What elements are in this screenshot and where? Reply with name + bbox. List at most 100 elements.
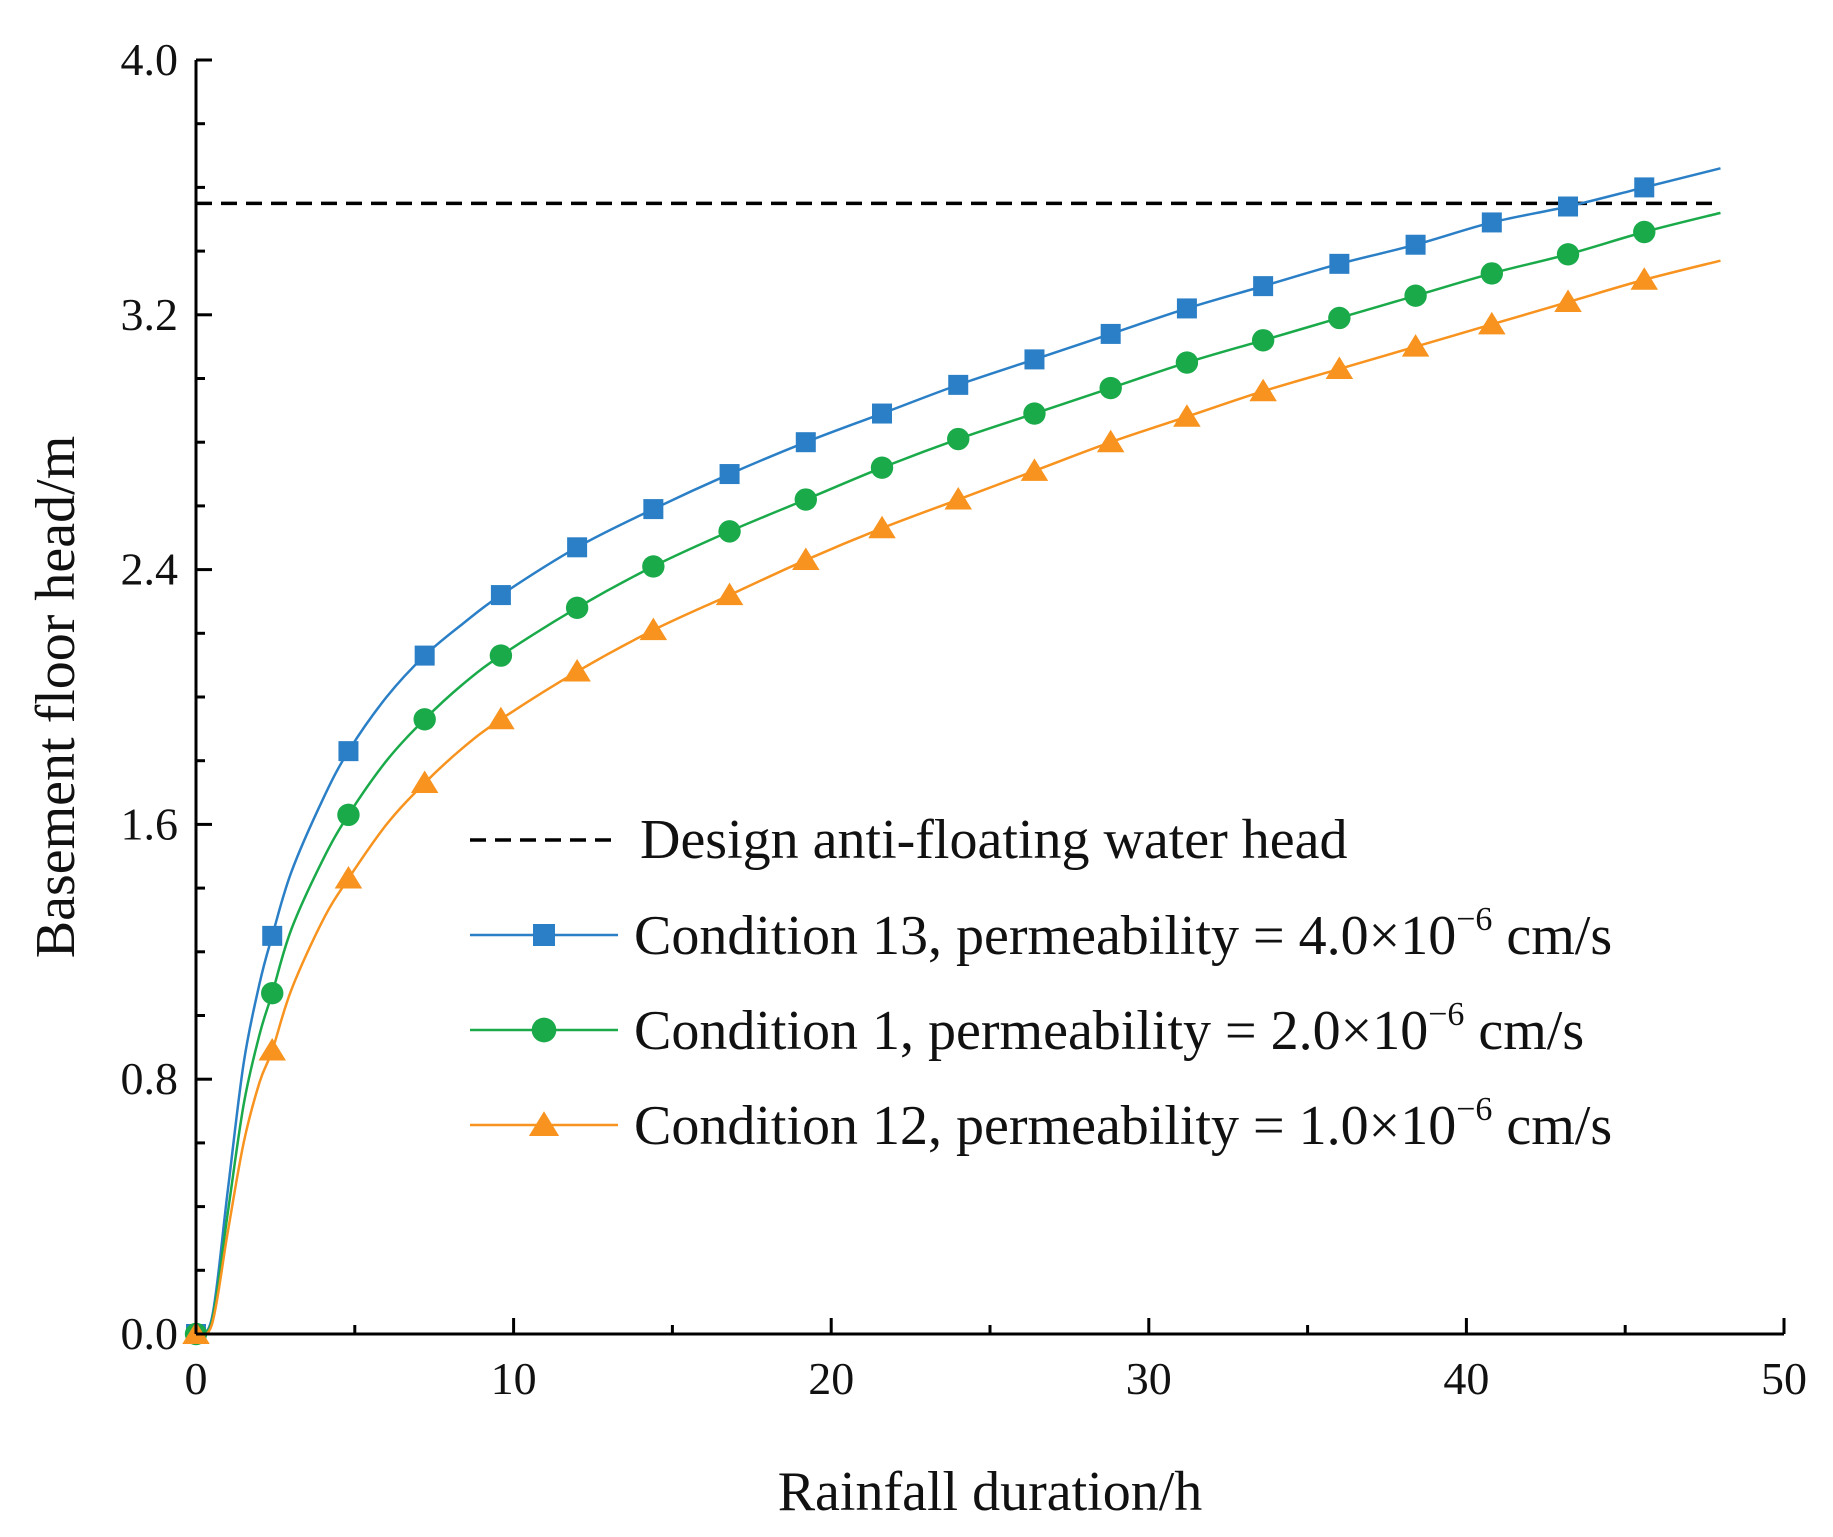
data-point — [261, 982, 284, 1005]
data-point — [1634, 177, 1655, 198]
x-tick-label: 50 — [1761, 1353, 1807, 1404]
data-point — [1024, 349, 1045, 370]
data-point — [719, 464, 740, 485]
data-point — [1630, 267, 1659, 290]
data-point — [947, 427, 970, 451]
data-point — [1556, 243, 1580, 266]
data-point — [1100, 323, 1121, 344]
data-point — [1096, 429, 1125, 453]
legend-label-exponent: −6 — [1456, 901, 1492, 938]
series-line — [195, 259, 1721, 1337]
y-tick-label: 4.0 — [121, 34, 179, 85]
x-axis-title: Rainfall duration/h — [778, 1461, 1203, 1523]
legend-label-unit: cm/s — [1464, 1000, 1584, 1062]
series-line — [195, 167, 1721, 1336]
data-point — [567, 537, 588, 558]
data-point — [489, 644, 513, 667]
data-point — [262, 925, 283, 946]
x-tick-label: 20 — [808, 1353, 854, 1404]
data-point — [565, 596, 589, 620]
data-point — [490, 585, 511, 606]
data-point — [1558, 196, 1579, 217]
legend-label-main: Condition 1, permeability = 2.0×10 — [634, 1000, 1428, 1062]
data-point — [410, 770, 439, 793]
y-axis-title: Basement floor head/m — [25, 436, 87, 959]
x-tick-label: 10 — [491, 1353, 537, 1404]
legend-label-exponent: −6 — [1428, 996, 1464, 1033]
legend-swatch-marker — [533, 924, 555, 946]
legend-label-unit: cm/s — [1492, 1095, 1612, 1157]
data-point — [1633, 220, 1656, 244]
data-point — [1251, 329, 1275, 352]
legend-series-entries: Condition 13, permeability = 4.0×10−6 cm… — [470, 901, 1612, 1157]
data-point — [715, 582, 744, 606]
series-triangle — [182, 259, 1721, 1344]
data-point — [1481, 212, 1502, 233]
series-circle — [184, 211, 1721, 1346]
data-point — [944, 487, 972, 510]
data-point — [1325, 356, 1354, 379]
data-point — [1404, 284, 1427, 307]
data-point — [1401, 334, 1430, 357]
data-point — [794, 488, 817, 511]
data-point — [1405, 234, 1426, 255]
series-layer — [182, 167, 1721, 1346]
y-tick-label: 0.0 — [121, 1308, 179, 1359]
series-square — [186, 167, 1721, 1344]
data-point — [1478, 311, 1506, 335]
data-point — [1328, 306, 1351, 330]
legend-entry: Condition 1, permeability = 2.0×10−6 cm/… — [470, 996, 1584, 1062]
data-point — [795, 432, 816, 453]
legend-swatch-marker — [528, 1111, 560, 1136]
data-point — [870, 456, 894, 479]
y-tick-label: 3.2 — [121, 289, 179, 340]
x-tick-label: 0 — [185, 1353, 208, 1404]
data-point — [718, 520, 741, 543]
data-point — [337, 803, 360, 827]
legend-label-unit: cm/s — [1492, 905, 1612, 967]
data-point — [643, 499, 664, 520]
legend-swatch-marker — [531, 1017, 557, 1043]
data-point — [1175, 351, 1199, 374]
data-point — [872, 403, 893, 424]
data-point — [868, 515, 896, 539]
legend-label: Condition 1, permeability = 2.0×10−6 cm/… — [634, 996, 1584, 1062]
data-point — [414, 645, 435, 666]
x-tick-label: 40 — [1443, 1353, 1489, 1404]
legend-label-exponent: −6 — [1456, 1091, 1492, 1128]
data-point — [642, 555, 665, 578]
data-point — [792, 547, 820, 571]
legend-label: Condition 13, permeability = 4.0×10−6 cm… — [634, 901, 1612, 967]
data-point — [948, 374, 969, 395]
data-point — [563, 659, 591, 682]
legend: Design anti-floating water head Conditio… — [470, 809, 1612, 1157]
data-point — [1249, 378, 1277, 402]
data-point — [258, 1038, 286, 1061]
data-point — [1554, 289, 1582, 313]
data-point — [1173, 404, 1201, 427]
data-point — [1329, 253, 1350, 274]
legend-entry: Condition 12, permeability = 1.0×10−6 cm… — [470, 1091, 1612, 1157]
x-tick-label: 30 — [1126, 1353, 1172, 1404]
data-point — [1099, 376, 1122, 400]
y-tick-label: 2.4 — [121, 544, 179, 595]
data-point — [639, 617, 668, 641]
legend-label: Condition 12, permeability = 1.0×10−6 cm… — [634, 1091, 1612, 1157]
data-point — [1480, 262, 1504, 285]
data-point — [1176, 298, 1197, 319]
legend-label-main: Condition 12, permeability = 1.0×10 — [634, 1095, 1456, 1157]
data-point — [487, 706, 515, 730]
legend-label-design-head: Design anti-floating water head — [640, 809, 1348, 871]
y-tick-label: 0.8 — [121, 1053, 179, 1104]
data-point — [1023, 402, 1046, 425]
data-point — [334, 866, 363, 889]
data-point — [413, 708, 436, 731]
ticks-layer: 0 10 20 30 40 50 0.0 0.8 1.6 2.4 3.2 4.0 — [121, 34, 1808, 1404]
data-point — [1020, 458, 1049, 481]
legend-label-main: Condition 13, permeability = 4.0×10 — [634, 905, 1456, 967]
y-tick-label: 1.6 — [121, 798, 179, 849]
legend-entry: Condition 13, permeability = 4.0×10−6 cm… — [470, 901, 1612, 967]
data-point — [1253, 276, 1274, 297]
data-point — [338, 741, 359, 762]
